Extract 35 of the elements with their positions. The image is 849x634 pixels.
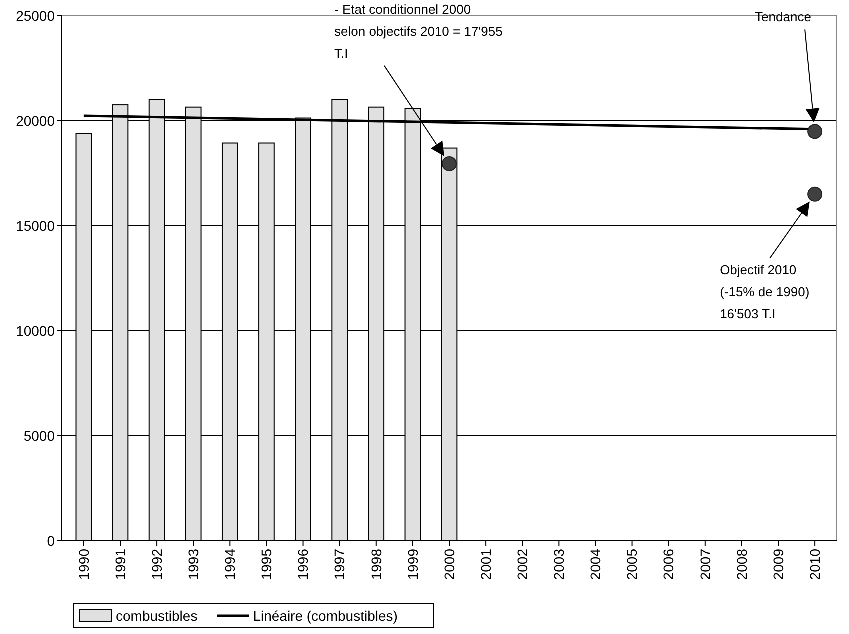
x-tick-label: 1995 bbox=[258, 548, 275, 580]
y-tick-label: 5000 bbox=[24, 428, 56, 444]
y-tick-label: 15000 bbox=[16, 218, 56, 234]
y-tick-label: 25000 bbox=[16, 8, 56, 24]
x-tick-label: 2001 bbox=[478, 548, 494, 580]
legend-label: Linéaire (combustibles) bbox=[253, 608, 398, 624]
x-tick-label: 1990 bbox=[76, 548, 92, 580]
y-tick-label: 0 bbox=[47, 532, 56, 549]
x-tick-label: 1996 bbox=[295, 548, 312, 580]
legend-label: combustibles bbox=[116, 608, 198, 624]
x-tick-label: 1997 bbox=[332, 548, 348, 580]
y-tick-label: 20000 bbox=[16, 112, 56, 129]
point bbox=[442, 156, 457, 172]
x-tick-label: 1998 bbox=[368, 548, 384, 580]
x-tick-label: 2004 bbox=[588, 548, 604, 580]
x-tick-label: 2009 bbox=[770, 548, 786, 580]
x-tick-label: 2010 bbox=[806, 548, 823, 580]
y-tick-label: 10000 bbox=[16, 322, 56, 339]
x-tick-label: 1993 bbox=[186, 548, 202, 580]
x-tick-label: 2007 bbox=[697, 548, 714, 580]
x-tick-label: 1991 bbox=[112, 548, 128, 580]
x-tick-label: 2002 bbox=[514, 548, 531, 580]
x-tick-label: 2003 bbox=[551, 548, 568, 580]
point bbox=[808, 186, 823, 202]
x-tick-label: 2005 bbox=[624, 548, 640, 580]
x-tick-label: 1992 bbox=[148, 548, 165, 580]
x-tick-label: 2008 bbox=[734, 548, 750, 580]
x-tick-label: 1999 bbox=[404, 548, 421, 580]
x-tick-label: 2006 bbox=[660, 548, 677, 580]
annotation: Tendance bbox=[755, 10, 812, 25]
point bbox=[808, 124, 823, 140]
x-tick-label: 1994 bbox=[222, 548, 238, 580]
annotation: Objectif 2010 (-15% de 1990) 16'503 T.I bbox=[720, 262, 810, 322]
x-tick-label: 2000 bbox=[441, 548, 458, 580]
annotation: - Etat conditionnel 2000 selon objectifs 2010 = 17'955 T.I bbox=[334, 2, 503, 61]
